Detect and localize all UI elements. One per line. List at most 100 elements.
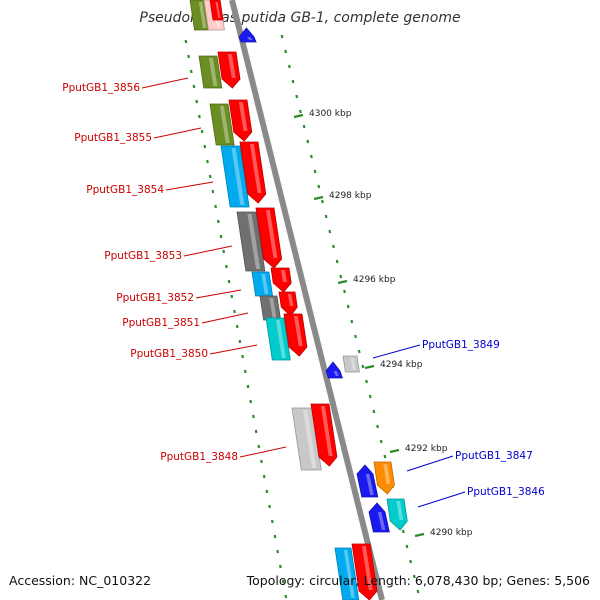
feature-darkgray-3851[interactable]: [259, 295, 282, 321]
feature-darkgray-3853-body: [236, 211, 266, 272]
feature-blue-3846[interactable]: [368, 502, 390, 533]
outer-track-dot: [302, 124, 306, 129]
outer-track-dot: [310, 154, 313, 159]
feature-red-top-body: [209, 0, 224, 21]
inner-track-dot: [198, 114, 201, 119]
feature-red-bottom[interactable]: [351, 543, 378, 600]
inner-track-dot: [270, 519, 274, 524]
feature-lightblue-bottom[interactable]: [334, 547, 360, 600]
gene-label-left[interactable]: PputGB1_3855: [74, 132, 152, 144]
topology-text: Topology: circular; Length: 6,078,430 bp…: [246, 573, 590, 588]
gene-label-left[interactable]: PputGB1_3856: [62, 82, 140, 94]
feature-blue-3847[interactable]: [356, 464, 379, 498]
inner-track-dot: [260, 459, 263, 464]
feature-red-3853[interactable]: [255, 207, 283, 269]
feature-lightblue-3854[interactable]: [220, 145, 250, 208]
feature-red-3855[interactable]: [228, 99, 253, 142]
feature-red-3851-body: [278, 291, 298, 317]
gene-label-left[interactable]: PputGB1_3853: [104, 250, 182, 262]
feature-red-3850[interactable]: [283, 313, 308, 357]
feature-red-3852[interactable]: [270, 267, 292, 293]
outer-track-dot: [379, 439, 383, 444]
feature-blue-top[interactable]: [238, 27, 257, 43]
feature-blue-3849[interactable]: [325, 361, 343, 379]
gene-label-left[interactable]: PputGB1_3850: [130, 348, 208, 360]
feature-lightblue-3854-body: [220, 145, 250, 208]
outer-track-dot: [284, 49, 288, 54]
feature-orange-3847-highlight: [383, 464, 391, 484]
inner-track-dot: [249, 399, 253, 404]
feature-lightblue-3852[interactable]: [251, 271, 274, 297]
left-leader-line: [183, 245, 233, 257]
outer-track-dot: [332, 244, 335, 249]
inner-track-dot: [238, 339, 242, 344]
inner-track-dot: [279, 564, 282, 569]
feature-red-top[interactable]: [209, 0, 224, 21]
outer-track-dot: [317, 184, 321, 189]
feature-blue-3846-highlight: [377, 512, 386, 530]
outer-track-dot: [306, 139, 310, 144]
left-leader-line: [153, 127, 202, 139]
feature-red-3856[interactable]: [217, 51, 241, 89]
feature-cyan-3846[interactable]: [386, 498, 408, 531]
outer-track-dot: [328, 229, 332, 234]
gene-label-left[interactable]: PputGB1_3851: [122, 317, 200, 329]
left-leader-line: [195, 289, 242, 299]
gene-label-right[interactable]: PputGB1_3846: [467, 486, 545, 498]
scale-tick: [389, 448, 400, 454]
feature-red-3848-body: [310, 403, 338, 467]
inner-track-dot: [273, 534, 277, 539]
inner-track-dot: [243, 369, 247, 374]
outer-track-dot: [368, 394, 372, 399]
inner-track-dot: [276, 549, 280, 554]
gene-label-left[interactable]: PputGB1_3852: [116, 292, 194, 304]
feature-red-3851[interactable]: [278, 291, 298, 317]
gene-label-right[interactable]: PputGB1_3849: [422, 339, 500, 351]
outer-track-dot: [416, 589, 420, 594]
outer-track-dot: [412, 574, 416, 579]
gene-label-left[interactable]: PputGB1_3848: [160, 451, 238, 463]
feature-red-3856-body: [217, 51, 241, 89]
feature-olive-3856-body: [198, 55, 223, 89]
feature-red-3848-highlight: [320, 406, 333, 456]
outer-track-dot: [343, 289, 346, 294]
inner-track-dot: [208, 174, 212, 179]
outer-track-dot: [350, 319, 354, 324]
gene-label-left[interactable]: PputGB1_3854: [86, 184, 164, 196]
inner-track-dot: [235, 324, 239, 329]
feature-lightblue-3852-highlight: [261, 274, 269, 294]
feature-cyan-3850-body: [265, 317, 291, 361]
outer-track-dot: [376, 424, 379, 429]
feature-blue-3849-body: [325, 361, 343, 379]
outer-track-dot: [335, 259, 339, 264]
feature-olive-3856[interactable]: [198, 55, 223, 89]
inner-track-dot: [230, 294, 234, 299]
inner-track-dot: [262, 474, 266, 479]
scale-tick: [337, 279, 348, 285]
gene-label-right[interactable]: PputGB1_3847: [455, 450, 533, 462]
outer-track-dot: [405, 544, 409, 549]
feature-red-3848[interactable]: [310, 403, 338, 467]
right-leader-line: [372, 344, 421, 359]
feature-cyan-3846-body: [386, 498, 408, 531]
left-leader-line: [209, 344, 258, 355]
feature-lightgray-3849[interactable]: [342, 355, 360, 373]
outer-track-dot: [409, 559, 413, 564]
feature-olive-3855[interactable]: [209, 103, 235, 146]
feature-red-3852-body: [270, 267, 292, 293]
scale-tick: [414, 532, 425, 538]
genome-backbone: [229, 0, 385, 600]
outer-track-dot: [287, 64, 291, 69]
inner-track-dot: [216, 219, 220, 224]
inner-track-dot: [206, 159, 209, 164]
feature-cyan-3850[interactable]: [265, 317, 291, 361]
feature-red-3855-body: [228, 99, 253, 142]
feature-red-3854[interactable]: [239, 141, 267, 204]
outer-track-dot: [357, 349, 361, 354]
feature-olive-3856-highlight: [208, 58, 218, 86]
feature-orange-3847[interactable]: [373, 461, 395, 495]
feature-lightgray-3849-body: [342, 355, 360, 373]
scale-label: 4292 kbp: [405, 444, 448, 454]
inner-track-dot: [268, 504, 271, 509]
feature-darkgray-3853[interactable]: [236, 211, 266, 272]
